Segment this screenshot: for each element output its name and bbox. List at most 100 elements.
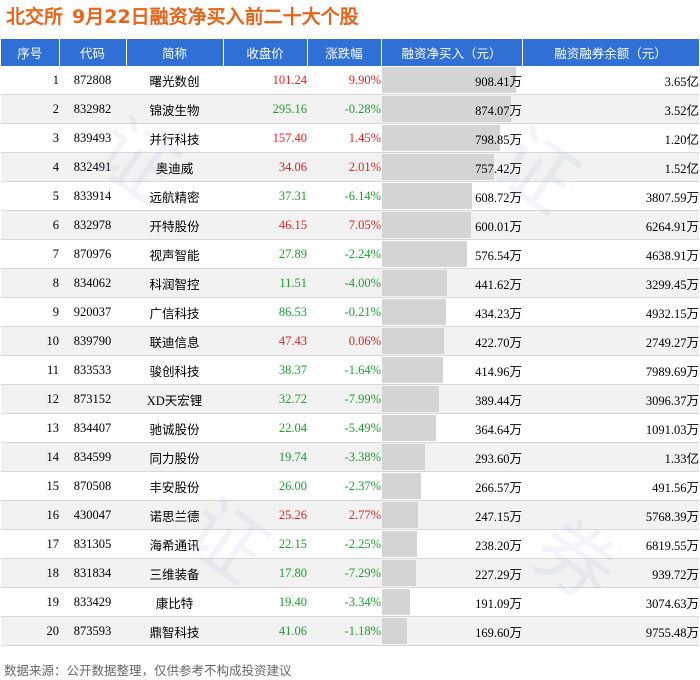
net-buy-cell: 414.96万 — [381, 355, 522, 385]
code-cell: 920037 — [59, 297, 126, 327]
name-cell: 视声智能 — [126, 239, 223, 269]
header-balance: 融资融券余额（元） — [522, 39, 700, 66]
balance-cell: 9755.48万 — [522, 616, 699, 646]
net-buy-bar — [382, 241, 468, 267]
code-cell: 873152 — [59, 384, 126, 414]
table-row: 7 870976 视声智能 27.89 -2.24% 576.54万 4638.91万 — [1, 239, 699, 269]
close-cell: 19.40 — [223, 587, 307, 617]
code-cell: 834407 — [59, 413, 126, 443]
balance-cell: 1091.03万 — [522, 413, 699, 443]
close-cell: 38.37 — [223, 355, 307, 385]
table-row: 11 833533 骏创科技 38.37 -1.64% 414.96万 7989.69万 — [1, 355, 699, 385]
page-title: 9月22日融资净买入前二十大个股 — [72, 6, 359, 28]
pct-cell: -1.64% — [307, 355, 381, 385]
pct-cell: -3.38% — [307, 442, 381, 472]
rank-cell: 17 — [1, 529, 59, 559]
name-cell: 海希通讯 — [126, 529, 223, 559]
pct-cell: -0.21% — [307, 297, 381, 327]
balance-cell: 7989.69万 — [522, 355, 699, 385]
net-buy-bar — [382, 386, 440, 412]
net-buy-cell: 441.62万 — [381, 268, 522, 298]
pct-cell: 1.45% — [307, 123, 381, 153]
net-buy-value: 576.54万 — [475, 248, 522, 263]
net-buy-cell: 266.57万 — [381, 471, 522, 501]
net-buy-cell: 798.85万 — [381, 123, 522, 153]
code-cell: 831305 — [59, 529, 126, 559]
code-cell: 832978 — [59, 210, 126, 240]
balance-cell: 6264.91万 — [522, 210, 699, 240]
name-cell: 诺思兰德 — [126, 500, 223, 530]
name-cell: 科润智控 — [126, 268, 223, 298]
close-cell: 27.89 — [223, 239, 307, 269]
net-buy-bar — [382, 502, 419, 528]
name-cell: 并行科技 — [126, 123, 223, 153]
name-cell: 锦波生物 — [126, 94, 223, 124]
close-cell: 34.06 — [223, 152, 307, 182]
net-buy-value: 600.01万 — [475, 219, 522, 234]
rank-cell: 16 — [1, 500, 59, 530]
net-buy-bar — [382, 415, 436, 441]
code-cell: 833429 — [59, 587, 126, 617]
pct-cell: 2.01% — [307, 152, 381, 182]
table-row: 1 872808 曙光数创 101.24 9.90% 908.41万 3.65亿 — [1, 66, 699, 95]
close-cell: 22.04 — [223, 413, 307, 443]
net-buy-value: 293.60万 — [475, 451, 522, 466]
net-buy-cell: 238.20万 — [381, 529, 522, 559]
pct-cell: -1.18% — [307, 616, 381, 646]
net-buy-value: 757.42万 — [475, 161, 522, 176]
net-buy-cell: 293.60万 — [381, 442, 522, 472]
code-cell: 834062 — [59, 268, 126, 298]
close-cell: 22.15 — [223, 529, 307, 559]
net-buy-value: 389.44万 — [475, 393, 522, 408]
rank-cell: 5 — [1, 181, 59, 211]
name-cell: 开特股份 — [126, 210, 223, 240]
table-body: 1 872808 曙光数创 101.24 9.90% 908.41万 3.65亿 2 83298… — [1, 66, 699, 646]
code-cell: 833914 — [59, 181, 126, 211]
pct-cell: -3.34% — [307, 587, 381, 617]
close-cell: 86.53 — [223, 297, 307, 327]
table-row: 17 831305 海希通讯 22.15 -2.25% 238.20万 6819.55万 — [1, 529, 699, 559]
net-buy-cell: 608.72万 — [381, 181, 522, 211]
close-cell: 32.72 — [223, 384, 307, 414]
header-name: 简称 — [126, 39, 224, 66]
table-row: 13 834407 驰诚股份 22.04 -5.49% 364.64万 1091.03万 — [1, 413, 699, 443]
rank-cell: 20 — [1, 616, 59, 646]
code-cell: 839493 — [59, 123, 126, 153]
name-cell: 联迪信息 — [126, 326, 223, 356]
table-row: 9 920037 广信科技 86.53 -0.21% 434.23万 4932.15万 — [1, 297, 699, 327]
pct-cell: -5.49% — [307, 413, 381, 443]
net-buy-value: 247.15万 — [475, 509, 522, 524]
rank-cell: 2 — [1, 94, 59, 124]
table-row: 4 832491 奥迪威 34.06 2.01% 757.42万 1.52亿 — [1, 152, 699, 182]
table-row: 10 839790 联迪信息 47.43 0.06% 422.70万 2749.27万 — [1, 326, 699, 356]
code-cell: 839790 — [59, 326, 126, 356]
pct-cell: 9.90% — [307, 66, 381, 95]
rank-cell: 6 — [1, 210, 59, 240]
close-cell: 101.24 — [223, 66, 307, 95]
pct-cell: 2.77% — [307, 500, 381, 530]
rank-cell: 3 — [1, 123, 59, 153]
header-pct: 涨跌幅 — [307, 39, 382, 66]
code-cell: 873593 — [59, 616, 126, 646]
code-cell: 832491 — [59, 152, 126, 182]
net-buy-bar — [382, 560, 416, 586]
balance-cell: 5768.39万 — [522, 500, 699, 530]
code-cell: 872808 — [59, 66, 126, 95]
close-cell: 37.31 — [223, 181, 307, 211]
net-buy-cell: 247.15万 — [381, 500, 522, 530]
net-buy-cell: 227.29万 — [381, 558, 522, 588]
net-buy-bar — [382, 96, 511, 122]
net-buy-bar — [382, 125, 500, 151]
balance-cell: 6819.55万 — [522, 529, 699, 559]
balance-cell: 3.52亿 — [522, 94, 699, 124]
net-buy-bar — [382, 328, 445, 354]
net-buy-bar — [382, 473, 422, 499]
net-buy-value: 874.07万 — [475, 103, 522, 118]
header-code: 代码 — [59, 39, 127, 66]
close-cell: 47.43 — [223, 326, 307, 356]
table-row: 12 873152 XD天宏锂 32.72 -7.99% 389.44万 3096.37万 — [1, 384, 699, 414]
balance-cell: 4932.15万 — [522, 297, 699, 327]
pct-cell: -2.25% — [307, 529, 381, 559]
balance-cell: 3807.59万 — [522, 181, 699, 211]
code-cell: 833533 — [59, 355, 126, 385]
